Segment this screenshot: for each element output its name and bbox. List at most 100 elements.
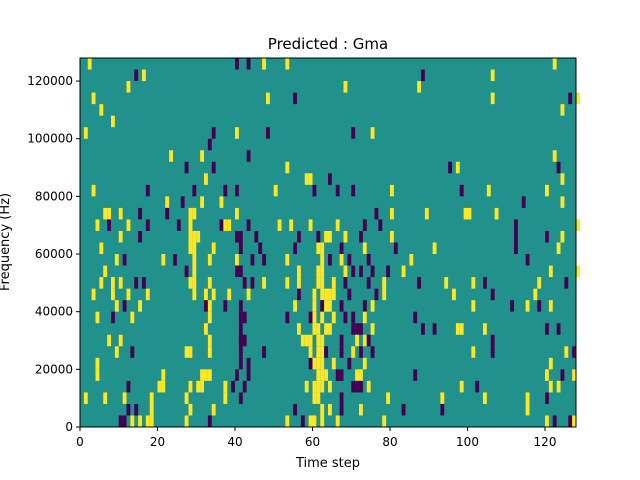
heatmap-cell bbox=[324, 346, 329, 358]
x-tick-label: 0 bbox=[76, 435, 84, 449]
heatmap-cell bbox=[525, 392, 530, 404]
heatmap-cell bbox=[362, 334, 367, 347]
heatmap-cell bbox=[576, 219, 580, 231]
heatmap-cell bbox=[366, 380, 371, 393]
heatmap-cell bbox=[390, 207, 394, 220]
heatmap-cell bbox=[572, 369, 577, 381]
heatmap-cell bbox=[320, 300, 325, 312]
heatmap-cell bbox=[355, 323, 360, 335]
heatmap-cell bbox=[188, 230, 193, 243]
heatmap-cell bbox=[351, 323, 356, 335]
heatmap-cell bbox=[246, 150, 251, 162]
heatmap-cell bbox=[200, 369, 205, 381]
heatmap-cell bbox=[149, 403, 154, 416]
heatmap-cell bbox=[320, 265, 325, 278]
heatmap-cell bbox=[304, 380, 309, 393]
heatmap-cell bbox=[107, 219, 112, 231]
heatmap-cell bbox=[320, 415, 325, 427]
heatmap-cell bbox=[572, 346, 577, 358]
heatmap-cell bbox=[207, 254, 212, 266]
heatmap-cell bbox=[114, 300, 119, 312]
heatmap-cell bbox=[99, 104, 104, 116]
heatmap-cell bbox=[455, 161, 460, 174]
heatmap-cell bbox=[126, 288, 131, 301]
heatmap-cell bbox=[421, 323, 425, 335]
heatmap-cell bbox=[219, 219, 224, 231]
heatmap-cell bbox=[246, 288, 251, 301]
heatmap-cell bbox=[149, 392, 154, 404]
heatmap-cell bbox=[548, 380, 553, 393]
heatmap-cell bbox=[204, 369, 208, 381]
heatmap-cell bbox=[320, 380, 325, 393]
heatmap-cell bbox=[525, 254, 530, 266]
heatmap-cell bbox=[316, 230, 321, 243]
heatmap-cell bbox=[514, 230, 518, 243]
heatmap-cell bbox=[331, 357, 336, 370]
heatmap-cell bbox=[328, 230, 332, 243]
heatmap-cell bbox=[564, 277, 569, 289]
heatmap-cell bbox=[413, 311, 418, 324]
heatmap-cell bbox=[316, 323, 321, 335]
heatmap-cell bbox=[355, 380, 360, 393]
heatmap-cell bbox=[188, 346, 193, 358]
heatmap-cell bbox=[293, 242, 298, 255]
heatmap-cell bbox=[184, 415, 189, 427]
heatmap-cell bbox=[471, 346, 476, 358]
heatmap-cell bbox=[238, 357, 243, 370]
heatmap-cell bbox=[258, 242, 263, 255]
heatmap-cell bbox=[320, 277, 325, 289]
heatmap-cell bbox=[297, 277, 301, 289]
heatmap-cell bbox=[196, 230, 201, 243]
heatmap-cell bbox=[204, 300, 208, 312]
heatmap-cell bbox=[238, 300, 243, 312]
heatmap-cell bbox=[308, 311, 313, 324]
heatmap-cell bbox=[335, 184, 340, 197]
heatmap-cell bbox=[355, 334, 360, 347]
heatmap-cell bbox=[328, 380, 332, 393]
heatmap-cell bbox=[95, 219, 100, 231]
heatmap-cell bbox=[359, 346, 363, 358]
heatmap-cell bbox=[211, 288, 216, 301]
heatmap-cell bbox=[196, 380, 201, 393]
heatmap-cell bbox=[204, 323, 208, 335]
heatmap-cell bbox=[308, 357, 313, 370]
heatmap-cell bbox=[103, 392, 108, 404]
heatmap-cell bbox=[386, 392, 391, 404]
heatmap-cell bbox=[242, 311, 247, 324]
heatmap-cell bbox=[200, 196, 205, 208]
heatmap-cell bbox=[471, 277, 476, 289]
heatmap-cell bbox=[459, 380, 464, 393]
plot-area bbox=[79, 57, 580, 428]
y-tick-label: 40000 bbox=[35, 305, 73, 319]
x-axis: 0 20 40 60 80 100 120 bbox=[76, 427, 556, 449]
heatmap-cell bbox=[142, 277, 146, 289]
heatmap-cell bbox=[347, 254, 352, 266]
heatmap-cell bbox=[343, 311, 348, 324]
heatmap-cell bbox=[359, 380, 363, 393]
heatmap-cell bbox=[312, 288, 317, 301]
heatmap-cell bbox=[343, 230, 348, 243]
heatmap-cell bbox=[211, 403, 216, 416]
heatmap-cell bbox=[324, 300, 329, 312]
heatmap-cell bbox=[250, 254, 255, 266]
heatmap-cell bbox=[118, 334, 123, 347]
heatmap-cell bbox=[91, 92, 96, 105]
heatmap-cell bbox=[91, 288, 96, 301]
heatmap-cell bbox=[339, 392, 344, 404]
heatmap-cell bbox=[122, 415, 127, 427]
heatmap-cell bbox=[308, 219, 313, 231]
heatmap-cell bbox=[324, 230, 329, 243]
heatmap-cell bbox=[242, 277, 247, 289]
heatmap-cell bbox=[316, 242, 321, 255]
heatmap-cell bbox=[483, 323, 487, 335]
heatmap-cell bbox=[118, 277, 123, 289]
heatmap-cell bbox=[227, 288, 232, 301]
heatmap-cell bbox=[351, 311, 356, 324]
heatmap-cell bbox=[176, 219, 181, 231]
heatmap-cell bbox=[138, 300, 143, 312]
heatmap-cell bbox=[335, 219, 340, 231]
heatmap-cell bbox=[266, 127, 270, 139]
heatmap-cell bbox=[192, 184, 197, 197]
heatmap-cell bbox=[463, 207, 468, 220]
heatmap-cell bbox=[467, 207, 472, 220]
